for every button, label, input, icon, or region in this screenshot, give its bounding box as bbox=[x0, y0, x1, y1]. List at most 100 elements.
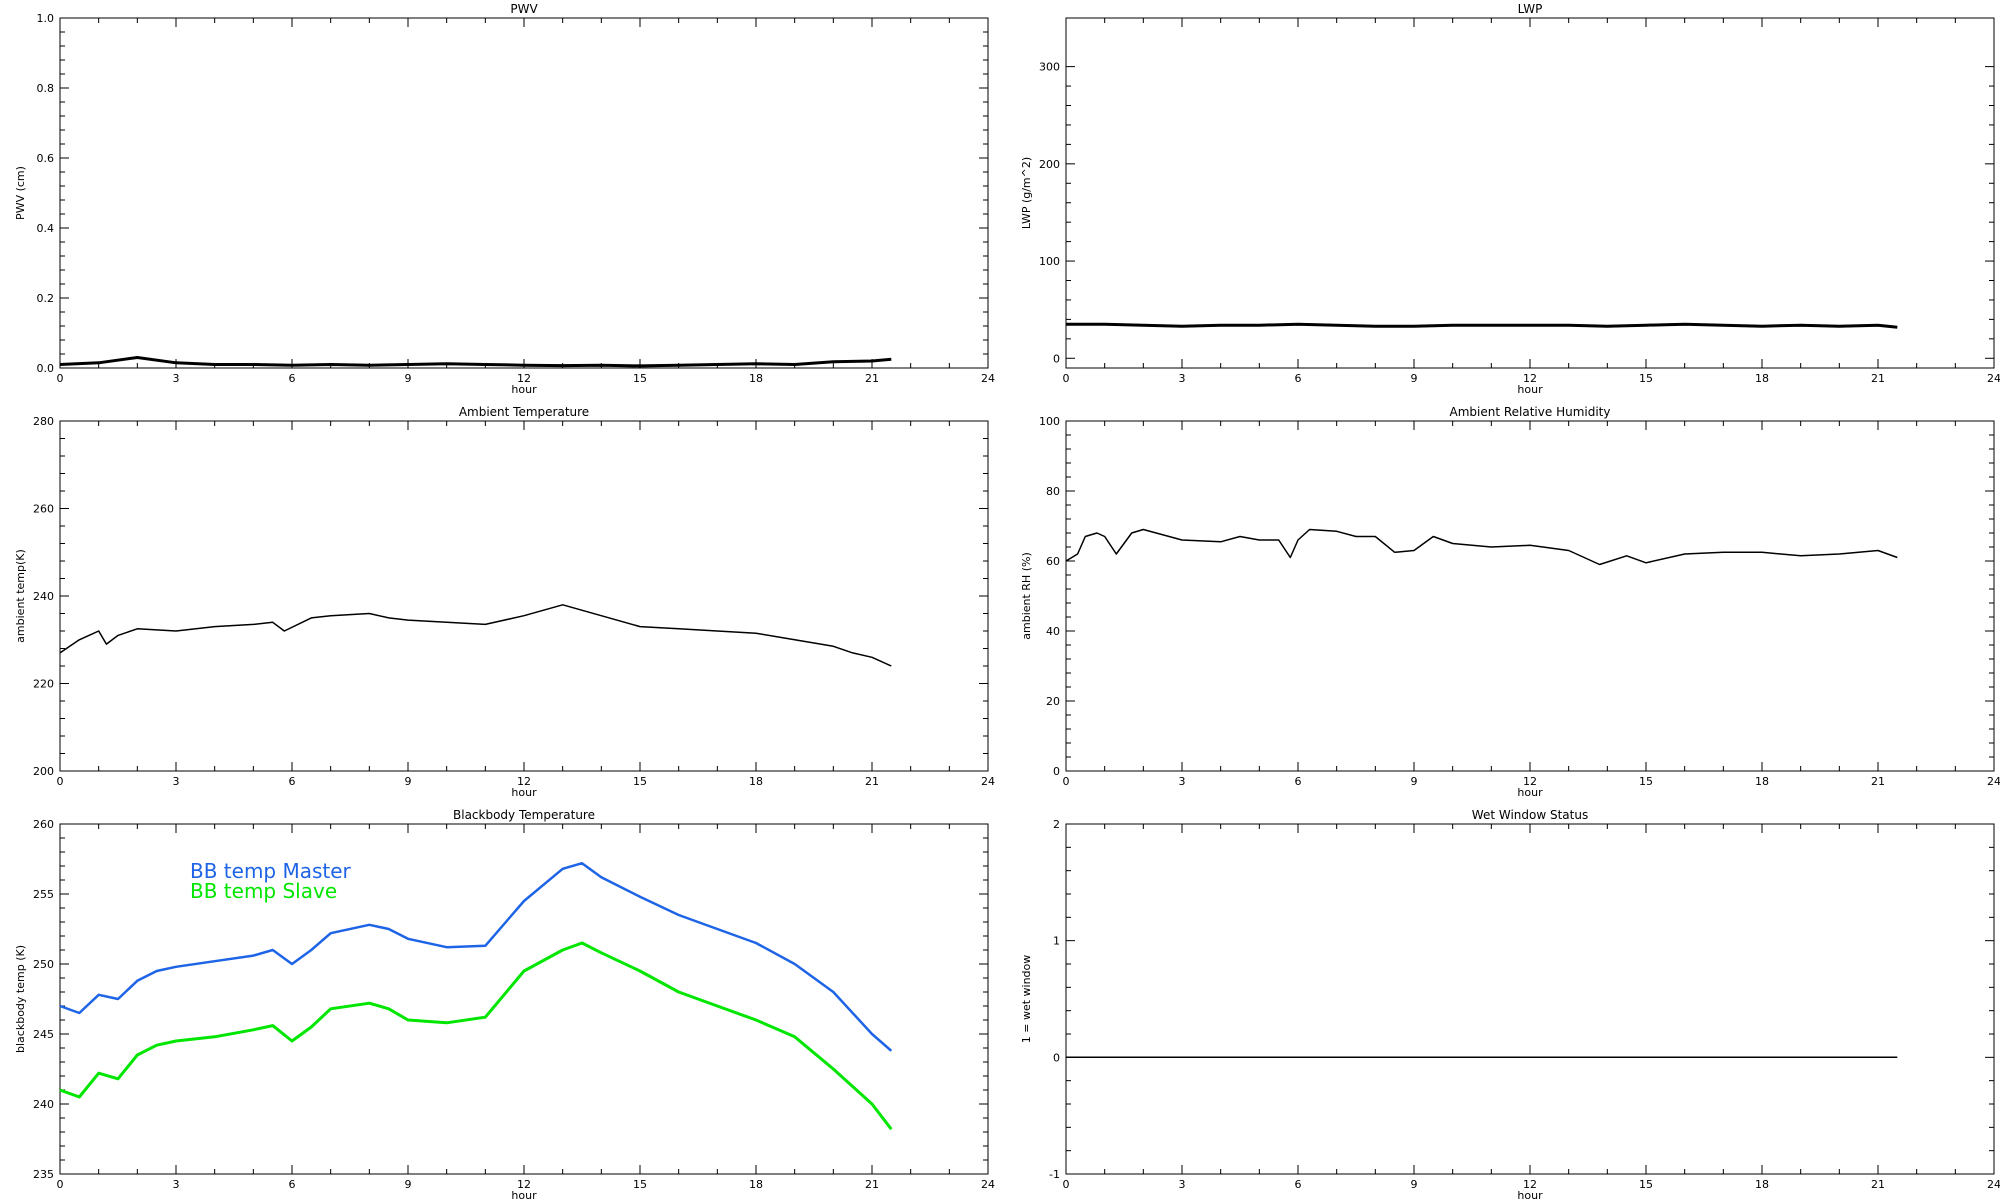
x-axis-label: hour bbox=[1517, 383, 1543, 396]
legend-entry: BB temp Master bbox=[190, 859, 352, 883]
x-tick-label: 3 bbox=[1179, 775, 1186, 788]
y-tick-label: 255 bbox=[33, 888, 54, 901]
x-tick-label: 21 bbox=[865, 775, 879, 788]
y-tick-label: 240 bbox=[33, 1098, 54, 1111]
y-tick-label: 280 bbox=[33, 415, 54, 428]
x-tick-label: 18 bbox=[749, 775, 763, 788]
x-tick-label: 15 bbox=[1639, 775, 1653, 788]
x-tick-label: 0 bbox=[57, 372, 64, 385]
y-tick-label: 1 bbox=[1053, 935, 1060, 948]
panel-5: 0 3 6 9 12 15 18 21 24 235 240 245 250 255 260 Blackbod… bbox=[14, 808, 995, 1200]
y-axis-label: ambient temp(K) bbox=[14, 549, 27, 643]
x-tick-label: 12 bbox=[517, 775, 531, 788]
panel-title: Ambient Temperature bbox=[459, 405, 589, 419]
y-tick-label: 0.6 bbox=[37, 152, 55, 165]
y-tick-label: 100 bbox=[1039, 415, 1060, 428]
y-tick-label: 0.0 bbox=[37, 362, 55, 375]
x-tick-label: 18 bbox=[749, 372, 763, 385]
y-tick-label: 200 bbox=[33, 765, 54, 778]
series-line-bb-temp-slave bbox=[59, 941, 893, 1131]
panel-title: Wet Window Status bbox=[1472, 808, 1588, 822]
y-tick-label: 235 bbox=[33, 1168, 54, 1181]
x-tick-label: 3 bbox=[173, 372, 180, 385]
x-tick-label: 21 bbox=[1871, 372, 1885, 385]
x-tick-label: 9 bbox=[1411, 775, 1418, 788]
x-tick-label: 6 bbox=[1295, 372, 1302, 385]
panel-1: 0 3 6 9 12 15 18 21 24 0.0 0.2 0.4 0.6 0.8 1.0 PWV hour P… bbox=[14, 2, 995, 396]
panel-title: Ambient Relative Humidity bbox=[1450, 405, 1611, 419]
legend-entry: BB temp Slave bbox=[190, 879, 337, 903]
x-tick-label: 24 bbox=[981, 1178, 995, 1191]
y-tick-label: -1 bbox=[1049, 1168, 1060, 1181]
y-tick-label: 220 bbox=[33, 678, 54, 691]
x-tick-label: 24 bbox=[1987, 775, 2000, 788]
x-tick-label: 21 bbox=[865, 372, 879, 385]
y-tick-label: 0.2 bbox=[37, 292, 55, 305]
x-tick-label: 0 bbox=[1063, 372, 1070, 385]
x-tick-label: 6 bbox=[289, 1178, 296, 1191]
x-tick-label: 21 bbox=[1871, 775, 1885, 788]
x-axis-label: hour bbox=[511, 1189, 537, 1200]
x-tick-label: 18 bbox=[1755, 775, 1769, 788]
x-axis-label: hour bbox=[511, 786, 537, 799]
x-tick-label: 24 bbox=[1987, 1178, 2000, 1191]
series-line-bb-temp-master bbox=[59, 861, 893, 1052]
x-tick-label: 0 bbox=[57, 775, 64, 788]
y-axis-label: blackbody temp (K) bbox=[14, 945, 27, 1053]
x-tick-label: 24 bbox=[981, 372, 995, 385]
x-axis-label: hour bbox=[1517, 1189, 1543, 1200]
y-axis-label: ambient RH (%) bbox=[1020, 552, 1033, 640]
y-tick-label: 40 bbox=[1046, 625, 1060, 638]
y-tick-label: 0 bbox=[1053, 352, 1060, 365]
y-axis-label: LWP (g/m^2) bbox=[1020, 157, 1033, 229]
x-tick-label: 21 bbox=[865, 1178, 879, 1191]
x-tick-label: 0 bbox=[57, 1178, 64, 1191]
plot-frame bbox=[59, 17, 989, 369]
x-tick-label: 21 bbox=[1871, 1178, 1885, 1191]
x-tick-label: 9 bbox=[1411, 372, 1418, 385]
x-tick-label: 3 bbox=[173, 775, 180, 788]
panel-2: 0 3 6 9 12 15 18 21 24 0 100 200 300 LWP hour LWP (g/m^… bbox=[1020, 2, 2000, 396]
x-tick-label: 6 bbox=[289, 775, 296, 788]
x-tick-label: 12 bbox=[1523, 372, 1537, 385]
y-tick-label: 1.0 bbox=[37, 12, 55, 25]
x-tick-label: 3 bbox=[173, 1178, 180, 1191]
x-tick-label: 6 bbox=[289, 372, 296, 385]
x-tick-label: 6 bbox=[1295, 775, 1302, 788]
x-tick-label: 18 bbox=[1755, 1178, 1769, 1191]
y-tick-label: 260 bbox=[33, 503, 54, 516]
y-axis-label: PWV (cm) bbox=[14, 166, 27, 220]
panel-title: Blackbody Temperature bbox=[453, 808, 595, 822]
x-tick-label: 15 bbox=[633, 372, 647, 385]
y-tick-label: 0.8 bbox=[37, 82, 55, 95]
x-tick-label: 24 bbox=[1987, 372, 2000, 385]
x-tick-label: 3 bbox=[1179, 1178, 1186, 1191]
y-tick-label: 200 bbox=[1039, 158, 1060, 171]
series-line-1 bbox=[59, 604, 892, 667]
y-tick-label: 0.4 bbox=[37, 222, 55, 235]
x-tick-label: 24 bbox=[981, 775, 995, 788]
panel-title: PWV bbox=[510, 2, 538, 16]
x-axis-label: hour bbox=[1517, 786, 1543, 799]
x-tick-label: 18 bbox=[749, 1178, 763, 1191]
x-tick-label: 3 bbox=[1179, 372, 1186, 385]
y-tick-label: 20 bbox=[1046, 695, 1060, 708]
x-tick-label: 18 bbox=[1755, 372, 1769, 385]
panel-title: LWP bbox=[1518, 2, 1543, 16]
y-tick-label: 260 bbox=[33, 818, 54, 831]
panel-3: 0 3 6 9 12 15 18 21 24 200 220 240 260 280 Ambient Tem… bbox=[14, 405, 995, 799]
series-line-1 bbox=[1065, 528, 1898, 566]
y-tick-label: 0 bbox=[1053, 765, 1060, 778]
x-tick-label: 0 bbox=[1063, 775, 1070, 788]
y-tick-label: 300 bbox=[1039, 61, 1060, 74]
plot-frame bbox=[1065, 420, 1995, 772]
x-tick-label: 12 bbox=[1523, 1178, 1537, 1191]
series-line-1 bbox=[59, 356, 892, 368]
y-tick-label: 245 bbox=[33, 1028, 54, 1041]
y-tick-label: 100 bbox=[1039, 255, 1060, 268]
x-tick-label: 9 bbox=[405, 775, 412, 788]
x-tick-label: 9 bbox=[405, 372, 412, 385]
x-tick-label: 12 bbox=[1523, 775, 1537, 788]
x-tick-label: 12 bbox=[517, 372, 531, 385]
y-tick-label: 240 bbox=[33, 590, 54, 603]
